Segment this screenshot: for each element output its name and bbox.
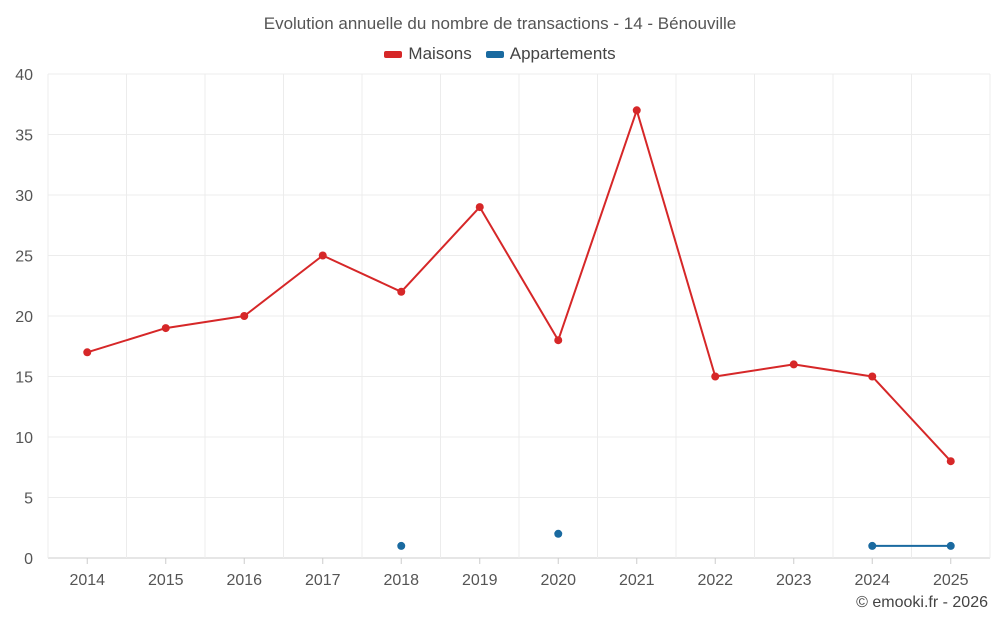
y-tick-label-25: 25 (15, 249, 33, 266)
series-line-maisons-2015 (164, 315, 246, 330)
x-tick-label-2017: 2017 (305, 572, 341, 589)
legend-swatch-maisons (384, 50, 403, 58)
data-point-maisons-2017 (318, 251, 327, 260)
y-tick-label-40: 40 (15, 67, 33, 84)
x-tick-label-2016: 2016 (226, 572, 262, 589)
x-tick-label-2025: 2025 (933, 572, 969, 589)
x-tick-label-2019: 2019 (462, 572, 498, 589)
x-tick-label-2022: 2022 (697, 572, 733, 589)
data-point-maisons-2015 (161, 324, 170, 333)
data-point-maisons-2022 (711, 372, 720, 381)
y-tick-label-20: 20 (15, 309, 33, 326)
series-line-maisons-2018 (400, 206, 481, 293)
data-point-appartements-2018 (397, 541, 406, 550)
data-point-maisons-2020 (554, 336, 563, 345)
y-tick-label-30: 30 (15, 188, 33, 205)
y-tick-label-5: 5 (24, 491, 33, 508)
chart-legend: Maisons Appartements (0, 44, 1000, 64)
series-line-maisons-2021 (635, 109, 717, 378)
x-tick-label-2014: 2014 (69, 572, 105, 589)
series-line-maisons-2017 (321, 254, 403, 293)
data-point-appartements-2024 (868, 541, 877, 550)
x-tick-label-2024: 2024 (854, 572, 890, 589)
data-point-maisons-2025 (946, 457, 955, 466)
data-point-maisons-2014 (83, 348, 92, 357)
data-point-appartements-2025 (946, 541, 955, 550)
legend-item-maisons[interactable]: Maisons (384, 44, 472, 64)
legend-swatch-appartements (485, 50, 504, 58)
series-line-maisons-2016 (243, 254, 324, 317)
y-tick-label-15: 15 (15, 370, 33, 387)
series-line-maisons-2014 (86, 327, 167, 354)
series-line-maisons-2022 (714, 363, 795, 378)
y-tick-label-10: 10 (15, 430, 33, 447)
chart-title: Evolution annuelle du nombre de transact… (263, 14, 737, 33)
series-line-maisons-2020 (557, 109, 638, 342)
data-point-maisons-2024 (868, 372, 877, 381)
x-tick-label-2021: 2021 (619, 572, 655, 589)
legend-item-appartements[interactable]: Appartements (485, 44, 616, 64)
y-tick-label-35: 35 (15, 128, 33, 145)
legend-label-maisons: Maisons (408, 44, 472, 63)
x-tick-label-2018: 2018 (383, 572, 419, 589)
y-tick-label-0: 0 (24, 551, 33, 568)
x-tick-label-2015: 2015 (148, 572, 184, 589)
x-tick-label-2023: 2023 (776, 572, 812, 589)
series-line-maisons-2023 (792, 363, 874, 378)
data-point-maisons-2021 (632, 106, 641, 115)
legend-label-appartements: Appartements (509, 44, 616, 63)
series-line-maisons-2019 (478, 206, 560, 342)
data-point-maisons-2016 (240, 312, 249, 320)
data-point-maisons-2023 (789, 360, 798, 369)
data-point-maisons-2018 (397, 287, 406, 296)
data-point-maisons-2019 (475, 203, 484, 212)
data-point-appartements-2020 (554, 529, 563, 538)
series-line-maisons-2024 (871, 375, 952, 463)
credit-text: © emooki.fr - 2026 (856, 594, 988, 611)
x-tick-label-2020: 2020 (540, 572, 576, 589)
